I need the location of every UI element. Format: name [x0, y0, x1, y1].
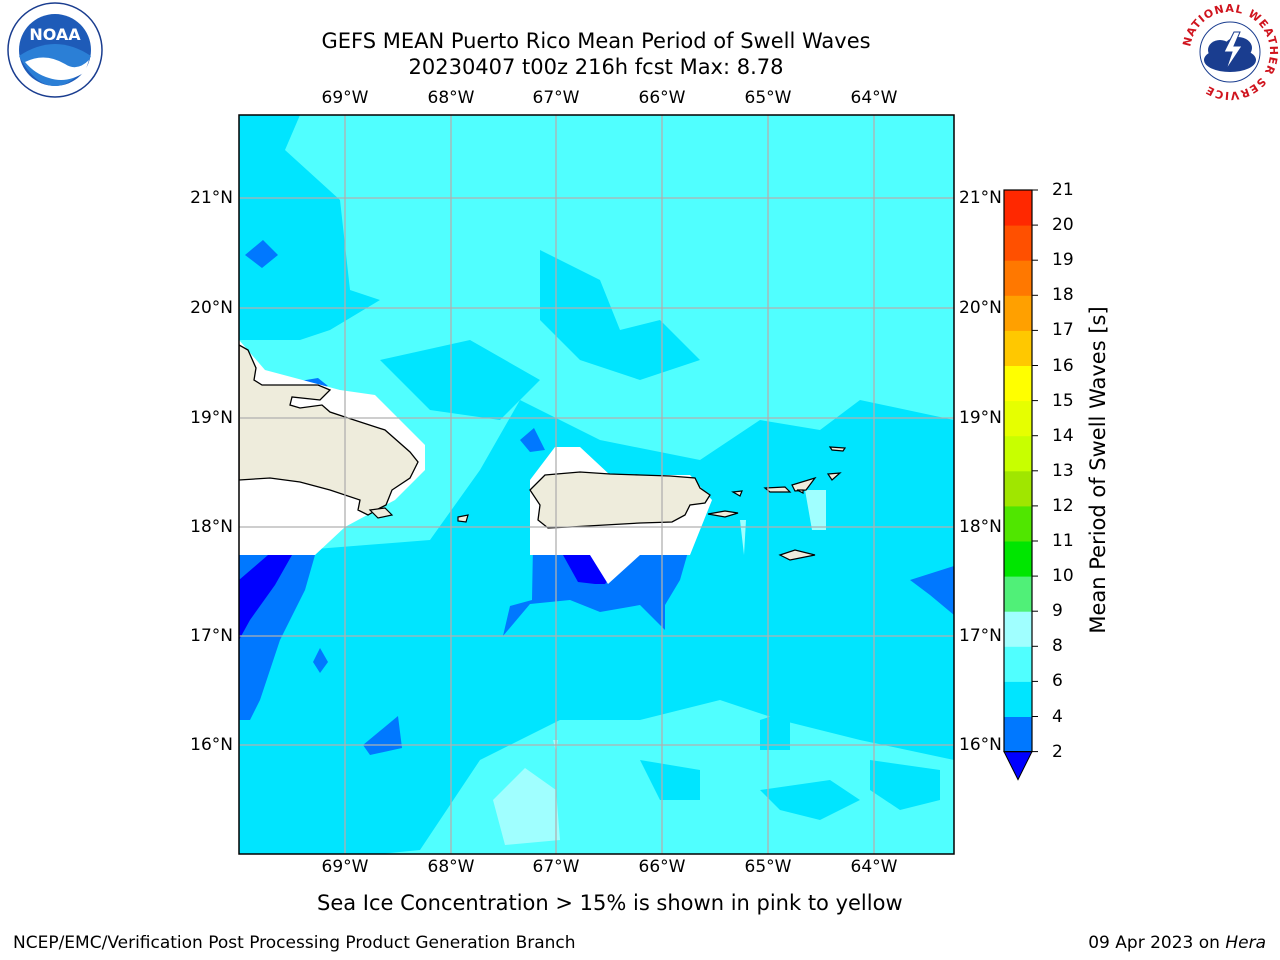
colorbar-tick-label: 2	[1052, 741, 1063, 762]
lat-label-left: 19°N	[190, 408, 233, 428]
footer-date-text: 09 Apr 2023 on	[1088, 933, 1220, 953]
field-below-2	[239, 555, 620, 640]
colorbar	[1003, 189, 1038, 781]
sea-ice-note: Sea Ice Concentration > 15% is shown in …	[317, 891, 903, 915]
footer-credit: NCEP/EMC/Verification Post Processing Pr…	[13, 933, 576, 953]
lat-label-left: 18°N	[190, 517, 233, 537]
lat-label-right: 16°N	[959, 735, 1002, 755]
colorbar-bin	[1004, 505, 1032, 542]
colorbar-bin	[1004, 470, 1032, 507]
map-frame	[238, 114, 955, 855]
colorbar-tick-label: 6	[1052, 671, 1063, 692]
colorbar-frame	[1003, 189, 1033, 753]
colorbar-tick-label: 8	[1052, 636, 1063, 657]
lat-label-left: 17°N	[190, 626, 233, 646]
footer-date: 09 Apr 2023 on Hera	[1088, 933, 1266, 953]
colorbar-tick-label: 16	[1052, 355, 1074, 376]
colorbar-tick-label: 12	[1052, 495, 1074, 516]
field-4-6	[239, 115, 954, 854]
land-mask	[239, 340, 712, 584]
colorbar-tick-label: 4	[1052, 706, 1063, 727]
noaa-logo-text: NOAA	[29, 25, 81, 44]
lon-label-top: 67°W	[532, 88, 580, 108]
lon-label-bottom: 68°W	[427, 857, 475, 877]
colorbar-tick-label: 14	[1052, 425, 1074, 446]
colorbar-tick-label: 11	[1052, 531, 1074, 551]
chart-title: GEFS MEAN Puerto Rico Mean Period of Swe…	[321, 29, 871, 53]
lat-label-right: 20°N	[959, 298, 1002, 318]
lat-label-right: 19°N	[959, 408, 1002, 428]
field-8-9	[493, 490, 826, 845]
colorbar-bin	[1004, 541, 1032, 577]
lat-label-right: 18°N	[959, 517, 1002, 537]
lon-label-top: 69°W	[321, 88, 369, 108]
sea-ice-note-text: Sea Ice Concentration > 15% is shown in …	[317, 891, 903, 915]
nws-logo: NATIONAL WEATHER SERVICE	[1180, 2, 1279, 102]
lon-label-bottom: 69°W	[321, 857, 369, 877]
colorbar-bin	[1004, 190, 1032, 226]
footer-host: Hera	[1225, 933, 1266, 953]
lon-label-bottom: 64°W	[850, 857, 898, 877]
map-gridlines	[239, 115, 954, 854]
lat-label-left: 21°N	[190, 188, 233, 208]
hispaniola-land	[239, 344, 419, 516]
lon-label-bottom: 66°W	[638, 857, 686, 877]
colorbar-extension	[1003, 751, 1033, 781]
colorbar-bin	[1004, 225, 1032, 261]
lon-label-top: 66°W	[638, 88, 686, 108]
colorbar-tick-label: 18	[1052, 285, 1074, 306]
colorbar-tick-label: 9	[1052, 601, 1063, 622]
colorbar-tick-label: 15	[1052, 390, 1074, 411]
colorbar-bin	[1004, 330, 1032, 366]
lon-label-bottom: 65°W	[744, 857, 792, 877]
puerto-rico-land	[529, 471, 711, 529]
noaa-logo: NOAA	[7, 2, 103, 98]
colorbar-tick-label: 19	[1052, 250, 1074, 271]
colorbar-bin	[1004, 365, 1032, 402]
colorbar-bin	[1004, 576, 1032, 612]
lon-label-top: 68°W	[427, 88, 475, 108]
colorbar-bin	[1004, 295, 1032, 331]
colorbar-tick-label: 17	[1052, 320, 1074, 341]
colorbar-bin	[1004, 681, 1032, 717]
colorbar-bin	[1004, 400, 1032, 437]
field-2-4	[239, 240, 954, 755]
colorbar-tick-label: 20	[1052, 215, 1074, 236]
colorbar-tick-label: 10	[1052, 566, 1074, 587]
chart-subtitle: 20230407 t00z 216h fcst Max: 8.78	[408, 55, 784, 79]
lat-label-left: 16°N	[190, 735, 233, 755]
colorbar-bin	[1004, 260, 1032, 296]
colorbar-tick-label: 21	[1052, 180, 1074, 200]
colorbar-title: Mean Period of Swell Waves [s]	[1086, 306, 1110, 634]
colorbar-bin	[1004, 646, 1032, 682]
lat-label-left: 20°N	[190, 298, 233, 318]
field-6-8	[239, 115, 954, 854]
lon-label-top: 64°W	[850, 88, 898, 108]
lon-label-bottom: 67°W	[532, 857, 580, 877]
colorbar-tick-label: 13	[1052, 460, 1074, 481]
lat-label-right: 21°N	[959, 188, 1002, 208]
lon-label-top: 65°W	[744, 88, 792, 108]
lat-label-right: 17°N	[959, 626, 1002, 646]
beata-island	[368, 507, 394, 519]
colorbar-bin	[1004, 611, 1032, 647]
small-islands	[457, 446, 847, 561]
colorbar-bin	[1004, 435, 1032, 472]
colorbar-bin	[1004, 716, 1032, 753]
